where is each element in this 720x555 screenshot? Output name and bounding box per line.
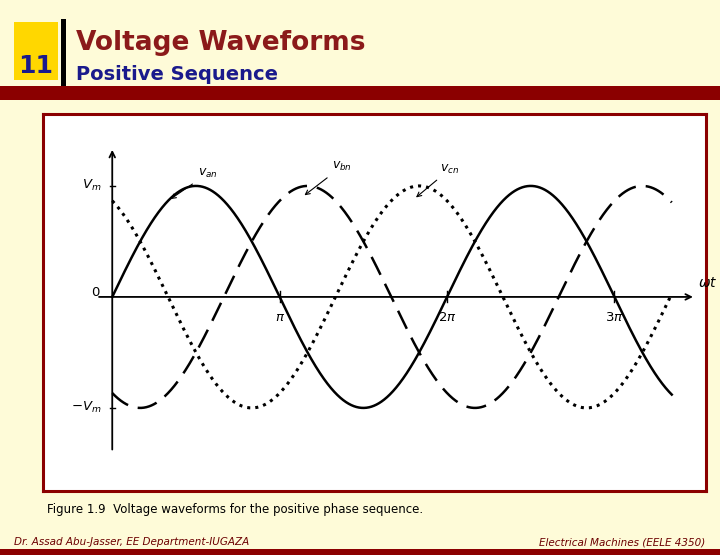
Text: $v_{cn}$: $v_{cn}$ (417, 163, 459, 196)
Text: Dr. Assad Abu-Jasser, EE Department-IUGAZA: Dr. Assad Abu-Jasser, EE Department-IUGA… (14, 537, 250, 547)
Text: Figure 1.9  Voltage waveforms for the positive phase sequence.: Figure 1.9 Voltage waveforms for the pos… (47, 503, 423, 516)
Text: $v_{an}$: $v_{an}$ (171, 167, 217, 198)
Text: 11: 11 (18, 54, 53, 78)
Text: $\pi$: $\pi$ (274, 311, 284, 324)
Text: Voltage Waveforms: Voltage Waveforms (76, 30, 365, 56)
Text: $2\pi$: $2\pi$ (438, 311, 456, 324)
Text: $V_m$: $V_m$ (82, 178, 102, 194)
Text: Positive Sequence: Positive Sequence (76, 65, 278, 84)
Text: Electrical Machines (EELE 4350): Electrical Machines (EELE 4350) (539, 537, 706, 547)
Text: $\omega t$: $\omega t$ (698, 276, 718, 290)
Text: $3\pi$: $3\pi$ (606, 311, 624, 324)
Text: $-V_m$: $-V_m$ (71, 400, 102, 416)
Text: $0$: $0$ (91, 286, 101, 299)
Text: $v_{bn}$: $v_{bn}$ (305, 160, 351, 195)
